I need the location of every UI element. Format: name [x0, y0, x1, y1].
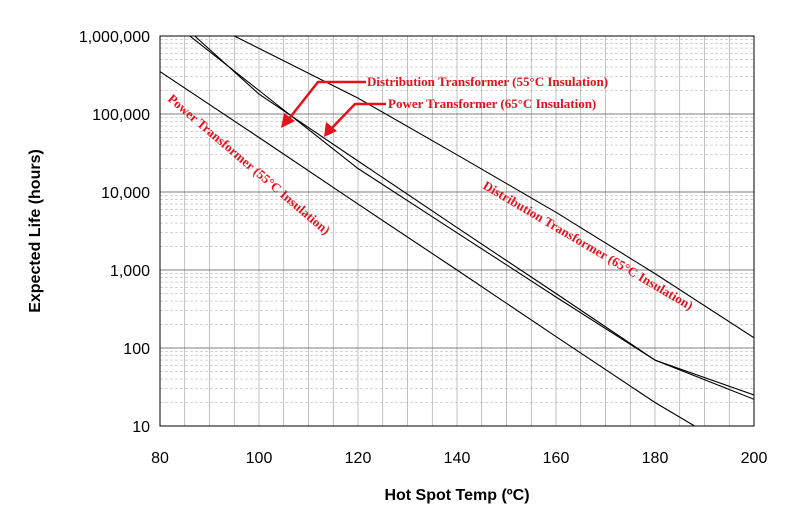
- x-axis-title: Hot Spot Temp (ºC): [384, 487, 529, 504]
- grid: [160, 36, 754, 427]
- y-tick-label: 1,000: [110, 263, 150, 280]
- x-tick-label: 160: [543, 450, 570, 467]
- series-line-4: [234, 36, 754, 339]
- x-tick-label: 180: [642, 450, 669, 467]
- annotation-power-65: Power Transformer (65°C Insulation): [324, 96, 596, 137]
- plot-frame: [159, 35, 755, 427]
- annotation-arrowhead-power-65: [324, 122, 337, 137]
- annotation-arrow-dist-55: [287, 80, 366, 121]
- x-tick-label: 200: [741, 450, 768, 467]
- y-tick-label: 100,000: [92, 107, 150, 124]
- series-line-1: [160, 71, 695, 426]
- x-tick-label: 80: [151, 450, 169, 467]
- tick-labels: 80 100 120 140 160 180 200 10 100 1,000 10,000 100,…: [79, 29, 768, 467]
- annotation-label-dist-55: Distribution Transformer (55°C Insulatio…: [367, 74, 608, 89]
- y-tick-label: 10: [132, 419, 150, 436]
- series-layer: [160, 36, 754, 426]
- y-tick-label: 100: [123, 341, 150, 358]
- y-axis-title: Expected Life (hours): [27, 149, 44, 313]
- x-tick-label: 100: [246, 450, 273, 467]
- annotation-arrowhead-dist-55: [281, 113, 295, 128]
- annotation-arrow-power-65: [329, 102, 386, 131]
- x-tick-label: 120: [345, 450, 372, 467]
- annotation-label-dist-65: Distribution Transformer (65°C Insulatio…: [480, 178, 695, 313]
- series-line-3: [188, 36, 754, 396]
- annotation-dist-55: Distribution Transformer (55°C Insulatio…: [281, 74, 608, 128]
- y-tick-label: 1,000,000: [79, 29, 150, 46]
- x-tick-label: 140: [444, 450, 471, 467]
- y-tick-label: 10,000: [101, 185, 150, 202]
- annotation-label-power-65: Power Transformer (65°C Insulation): [388, 96, 596, 111]
